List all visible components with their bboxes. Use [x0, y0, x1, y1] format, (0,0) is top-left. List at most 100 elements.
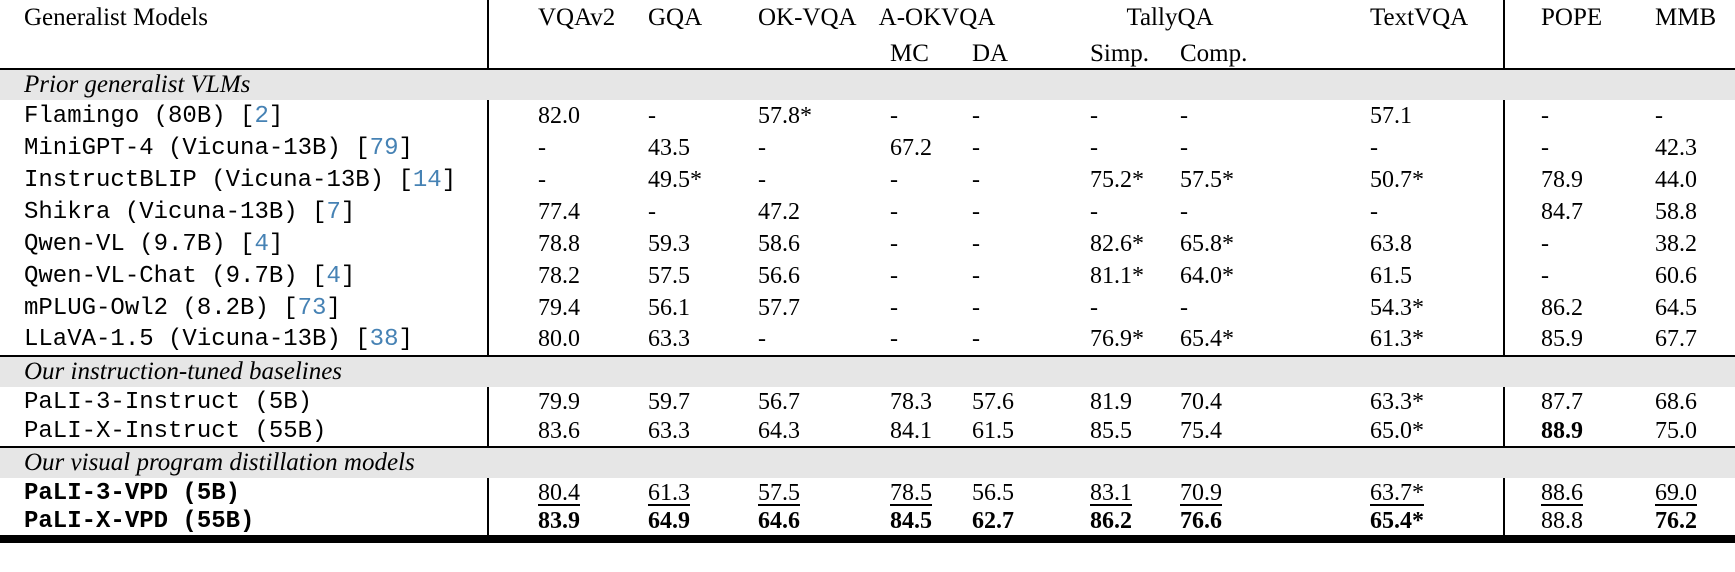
score-cell: 61.5: [1352, 260, 1504, 292]
citation-link[interactable]: 79: [369, 134, 399, 162]
score-cell: 57.7: [740, 292, 872, 324]
model-label: MiniGPT-4 (Vicuna-13B): [24, 134, 341, 162]
citation-link[interactable]: 7: [326, 198, 341, 226]
score-cell: -: [487, 164, 630, 196]
score-cell: -: [1503, 260, 1637, 292]
score-cell: 38.2: [1637, 228, 1735, 260]
score-value: -: [972, 230, 980, 257]
citation-link[interactable]: 14: [412, 166, 442, 194]
score-cell: -: [872, 196, 954, 228]
table-row: MiniGPT-4 (Vicuna-13B) [79] - 43.5 - 67.2 - - -…: [0, 132, 1735, 164]
score-cell: -: [954, 196, 1072, 228]
score-cell: -: [1162, 132, 1352, 164]
score-cell: -: [630, 196, 740, 228]
score-value: 67.2: [890, 134, 932, 161]
score-value: -: [890, 262, 898, 289]
section-header-row: Our instruction-tuned baselines: [0, 355, 1735, 387]
score-value: 78.3: [890, 388, 932, 415]
section-label: Our visual program distillation models: [0, 446, 1735, 478]
score-value: 43.5: [648, 134, 690, 161]
score-value: 57.8*: [758, 102, 812, 129]
score-cell: 57.1: [1352, 100, 1504, 132]
score-cell: -: [740, 324, 872, 356]
score-value: 64.9: [648, 508, 690, 534]
score-cell: 78.9: [1503, 164, 1637, 196]
score-value: -: [890, 166, 898, 193]
table-row: Qwen-VL (9.7B) [4] 78.8 59.3 58.6 - - 82.6* 65.…: [0, 228, 1735, 260]
score-value: 65.4*: [1180, 326, 1234, 352]
score-value: 85.9: [1541, 326, 1583, 352]
score-value: 64.5: [1655, 294, 1697, 321]
citation-bracket-close: ]: [441, 166, 457, 194]
score-value: 61.3: [648, 479, 690, 506]
column-header-okvqa: OK-VQA: [758, 4, 857, 31]
score-cell: 61.5: [954, 417, 1072, 447]
score-cell: 49.5*: [630, 164, 740, 196]
model-name-cell: InstructBLIP (Vicuna-13B) [14]: [0, 164, 488, 196]
score-cell: 88.6: [1503, 478, 1637, 508]
score-value: -: [758, 134, 766, 161]
score-value: 63.8: [1370, 230, 1412, 257]
score-cell: 78.3: [872, 387, 954, 417]
score-cell: 81.1*: [1072, 260, 1162, 292]
score-value: 85.5: [1090, 418, 1132, 444]
score-cell: 47.2: [740, 196, 872, 228]
score-cell: 80.4: [487, 478, 630, 508]
score-cell: -: [954, 228, 1072, 260]
score-value: -: [1090, 102, 1098, 129]
score-cell: 56.6: [740, 260, 872, 292]
score-value: -: [890, 294, 898, 321]
citation-link[interactable]: 4: [254, 230, 269, 258]
score-value: -: [1180, 198, 1188, 225]
score-value: -: [538, 134, 546, 161]
score-value: 56.1: [648, 294, 690, 321]
score-cell: 76.6: [1162, 508, 1352, 539]
score-cell: 58.8: [1637, 196, 1735, 228]
model-label: PaLI-3-Instruct (5B): [24, 388, 313, 416]
score-value: 88.6: [1541, 479, 1583, 506]
score-value: 63.3: [648, 418, 690, 444]
score-value: 63.7*: [1370, 479, 1424, 506]
score-value: 63.3: [648, 326, 690, 352]
score-cell: 42.3: [1637, 132, 1735, 164]
table-row: Flamingo (80B) [2] 82.0 - 57.8* - - - - 57.1 - -: [0, 100, 1735, 132]
section-label: Prior generalist VLMs: [0, 68, 1735, 100]
score-value: 61.3*: [1370, 326, 1424, 352]
model-name-cell: PaLI-3-Instruct (5B): [0, 387, 488, 417]
score-cell: 81.9: [1072, 387, 1162, 417]
model-name-cell: MiniGPT-4 (Vicuna-13B) [79]: [0, 132, 488, 164]
score-cell: 56.1: [630, 292, 740, 324]
citation-bracket-close: ]: [398, 326, 413, 353]
score-cell: -: [954, 132, 1072, 164]
header-row-1: Generalist Models VQAv2 GQA OK-VQA A-OKV…: [0, 0, 1735, 69]
score-cell: -: [740, 164, 872, 196]
citation-link[interactable]: 2: [254, 102, 269, 130]
score-cell: 64.9: [630, 508, 740, 539]
score-value: 78.2: [538, 262, 580, 289]
score-cell: 83.9: [487, 508, 630, 539]
score-value: 76.2: [1655, 508, 1697, 534]
score-value: 75.0: [1655, 418, 1697, 444]
score-value: 82.6*: [1090, 230, 1144, 257]
score-value: 75.4: [1180, 418, 1222, 444]
citation-link[interactable]: 38: [369, 326, 399, 353]
column-header-aokvqa-da: DA: [972, 40, 1009, 67]
citation-bracket-close: ]: [326, 294, 341, 322]
table-header: Generalist Models VQAv2 GQA OK-VQA A-OKV…: [0, 0, 1735, 69]
column-header-aokvqa: A-OKVQA: [878, 4, 996, 31]
citation-link[interactable]: 4: [326, 262, 341, 290]
score-cell: 86.2: [1072, 508, 1162, 539]
model-name-cell: Qwen-VL-Chat (9.7B) [4]: [0, 260, 488, 292]
score-cell: 43.5: [630, 132, 740, 164]
score-cell: -: [954, 292, 1072, 324]
table-row: PaLI-X-VPD (55B) 83.9 64.9 64.6 84.5 62.7 86.2…: [0, 508, 1735, 539]
score-value: -: [972, 294, 980, 321]
score-cell: 84.1: [872, 417, 954, 447]
citation-link[interactable]: 73: [297, 294, 327, 322]
score-value: -: [972, 198, 980, 225]
score-cell: 68.6: [1637, 387, 1735, 417]
column-header-mmb: MMB: [1655, 4, 1717, 31]
score-cell: 63.8: [1352, 228, 1504, 260]
score-value: 82.0: [538, 102, 580, 129]
score-cell: 76.2: [1637, 508, 1735, 539]
